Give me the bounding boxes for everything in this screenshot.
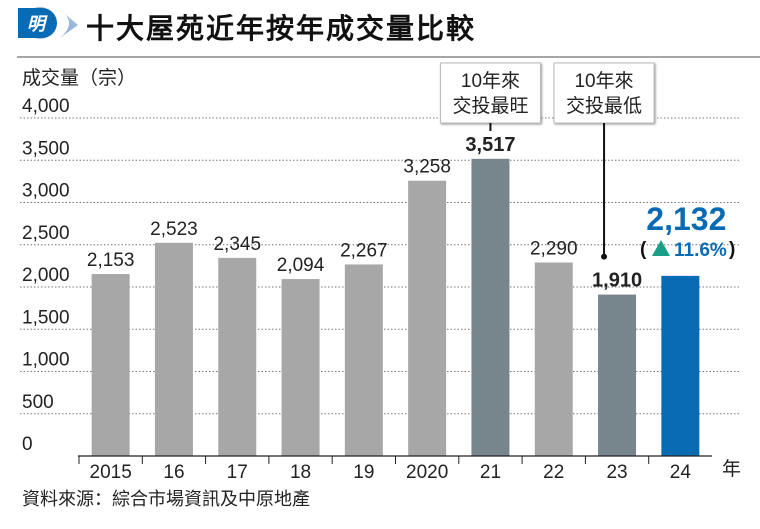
value-label: 2,094 <box>277 255 325 276</box>
x-tick-label: 2020 <box>406 462 448 483</box>
value-label: 2,523 <box>150 219 198 240</box>
x-tick-label: 17 <box>227 462 248 483</box>
bar-24 <box>661 275 700 456</box>
y-tick-label: 0 <box>22 434 33 455</box>
bar-16 <box>154 242 193 456</box>
bar-17 <box>218 257 257 456</box>
bar-2015 <box>91 274 130 456</box>
annotation-box <box>553 62 655 124</box>
x-axis-unit: 年 <box>722 458 741 480</box>
value-label: 2,153 <box>87 250 135 271</box>
y-tick-label: 3,000 <box>22 181 70 202</box>
paren-open: ( <box>640 239 647 260</box>
change-label: 11.6% <box>674 240 727 261</box>
annotation-text: 交投最旺 <box>452 95 528 117</box>
annotation-dot <box>601 253 608 260</box>
paren-close: ) <box>729 239 735 260</box>
source-note: 資料來源：綜合市場資訊及中原地產 <box>22 489 310 509</box>
y-tick-label: 3,500 <box>22 138 70 159</box>
value-label: 3,258 <box>403 157 451 178</box>
bar-23 <box>598 294 637 456</box>
x-tick-label: 23 <box>606 462 627 483</box>
x-tick-label: 18 <box>290 462 311 483</box>
logo-icon: 明 <box>18 7 78 39</box>
chart-title: 十大屋苑近年按年成交量比較 <box>86 12 476 44</box>
svg-text:明: 明 <box>27 14 48 34</box>
bar-19 <box>344 264 383 456</box>
bar-2020 <box>408 180 447 456</box>
annotation-text: 10年來 <box>461 70 520 92</box>
value-label-highlight: 2,132 <box>646 201 726 237</box>
value-label: 3,517 <box>465 134 515 156</box>
annotation-text: 交投最低 <box>566 95 642 117</box>
y-tick-label: 4,000 <box>22 96 70 117</box>
y-tick-label: 1,500 <box>22 307 70 328</box>
bar-18 <box>281 279 320 456</box>
x-tick-label: 22 <box>543 462 564 483</box>
x-tick-label: 24 <box>670 462 692 483</box>
annotation-text: 10年來 <box>574 70 633 92</box>
bar-22 <box>534 262 573 456</box>
y-tick-label: 1,000 <box>22 350 70 371</box>
y-tick-label: 2,500 <box>22 223 70 244</box>
y-tick-label: 2,000 <box>22 265 70 286</box>
y-tick-label: 500 <box>22 392 54 413</box>
bar-21 <box>471 158 510 456</box>
up-triangle-icon <box>652 240 670 256</box>
value-label: 1,910 <box>592 270 642 292</box>
x-tick-label: 19 <box>353 462 374 483</box>
annotation-box <box>439 62 541 124</box>
value-label: 2,267 <box>340 240 388 261</box>
value-label: 2,345 <box>213 234 261 255</box>
value-label: 2,290 <box>530 238 578 259</box>
x-tick-label: 16 <box>163 462 184 483</box>
y-axis-label: 成交量（宗） <box>22 67 136 89</box>
x-tick-label: 21 <box>480 462 501 483</box>
x-tick-label: 2015 <box>90 462 132 483</box>
